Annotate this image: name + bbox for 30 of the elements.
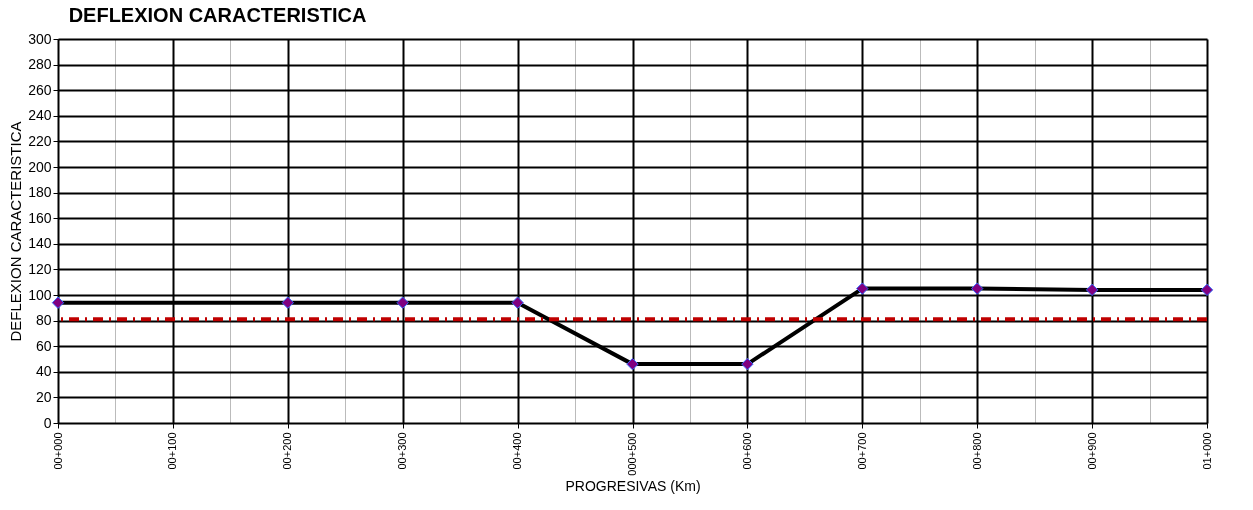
- y-tick-label: 120: [28, 260, 52, 277]
- y-tick-label: 280: [28, 56, 52, 73]
- x-tick-label: 00+900: [1085, 432, 1098, 470]
- x-tick-label: 00+200: [281, 432, 294, 470]
- x-tick-label: 00+700: [855, 432, 868, 470]
- y-axis-title: DEFLEXION CARACTERISTICA: [7, 121, 25, 342]
- x-tick-label: 00+100: [166, 432, 179, 470]
- y-tick-label: 80: [35, 312, 52, 329]
- y-tick-label: 200: [28, 158, 52, 175]
- y-tick-label: 260: [28, 81, 52, 98]
- y-tick-label: 40: [35, 363, 52, 380]
- x-tick-label: 01+000: [1200, 432, 1213, 470]
- y-tick-label: 100: [28, 286, 52, 303]
- y-tick-label: 20: [35, 388, 52, 405]
- y-tick-label: 240: [28, 107, 52, 124]
- x-axis-title: PROGRESIVAS (Km): [565, 477, 701, 494]
- y-tick-label: 300: [28, 30, 52, 47]
- x-tick-label: 00+300: [396, 432, 409, 470]
- y-tick-label: 160: [28, 209, 52, 226]
- x-tick-label: 00+600: [740, 432, 753, 470]
- x-tick-label: 000+500: [626, 432, 638, 476]
- x-tick-label: 00+400: [511, 432, 524, 470]
- y-tick-label: 60: [35, 337, 52, 354]
- x-tick-label: 00+000: [51, 432, 64, 470]
- y-tick-label: 180: [28, 184, 52, 201]
- y-tick-label: 140: [28, 235, 52, 252]
- chart-title: DEFLEXION CARACTERISTICA: [68, 4, 367, 26]
- y-tick-label: 220: [28, 132, 52, 149]
- x-tick-label: 00+800: [970, 432, 983, 470]
- y-tick-label: 0: [43, 414, 52, 431]
